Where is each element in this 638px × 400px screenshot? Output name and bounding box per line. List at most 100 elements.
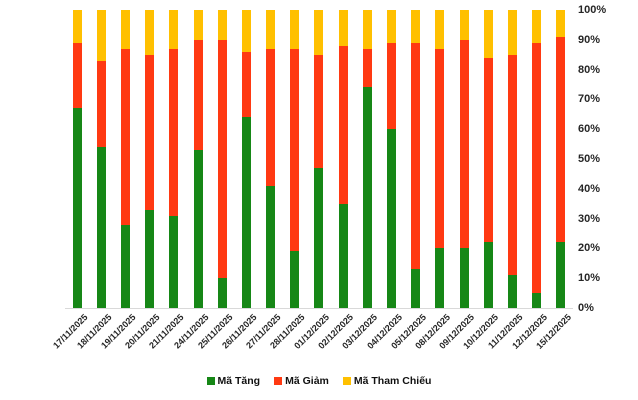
bar-segment [314,10,324,55]
legend: Mã Tăng Mã Giảm Mã Tham Chiếu [0,375,638,387]
bar-slot [549,10,573,308]
y-axis-tick-label: 60% [578,123,601,136]
bar-segment [96,60,106,148]
stacked-bar-12-12-2025 [532,10,542,308]
bar-segment [169,48,179,216]
bar-slot [89,10,113,308]
bar-slot [525,10,549,308]
bar-segment [532,42,542,294]
stacked-bar-15-12-2025 [556,10,566,308]
legend-label: Mã Tham Chiếu [353,375,432,387]
bar-slot [283,10,307,308]
bar-segment [72,42,82,109]
bar-segment [72,108,82,308]
bar-segment [266,10,276,49]
bar-segment [338,203,348,308]
bar-segment [387,129,397,308]
bar-segment [459,248,469,308]
bar-segment [507,54,517,276]
y-axis-tick-label: 20% [578,242,601,255]
bar-slot [307,10,331,308]
bar-slot [452,10,476,308]
bar-segment [290,251,300,308]
stacked-bar-02-12-2025 [338,10,348,308]
legend-swatch-icon [342,377,351,385]
bar-segment [483,242,493,308]
bar-segment [193,150,203,308]
bar-slot [476,10,500,308]
bar-slot [234,10,258,308]
legend-item: Mã Giảm [274,375,329,387]
bar-segment [362,87,372,308]
bar-segment [241,10,251,52]
stacked-bar-17-11-2025 [72,10,82,308]
bar-slot [259,10,283,308]
bar-slot [355,10,379,308]
bar-slot [162,10,186,308]
stacked-bar-08-12-2025 [435,10,445,308]
legend-label: Mã Tăng [217,375,261,387]
stacked-bar-04-12-2025 [387,10,397,308]
bar-segment [338,10,348,46]
bar-segment [169,10,179,49]
bar-segment [217,39,227,279]
legend-item: Mã Tham Chiếu [342,375,432,387]
bar-segment [120,224,130,308]
bars-container [65,10,573,308]
bar-segment [290,10,300,49]
bar-segment [145,54,155,210]
bar-segment [459,10,469,40]
bar-segment [193,10,203,40]
y-axis-tick-label: 50% [578,153,601,165]
y-axis-tick-label: 80% [578,63,601,76]
bar-slot [500,10,524,308]
bar-segment [266,48,276,186]
bar-segment [435,48,445,249]
bar-segment [507,10,517,55]
bar-segment [411,10,421,43]
bar-segment [435,248,445,308]
bar-segment [120,48,130,225]
y-axis-tick-label: 0% [578,302,594,314]
bar-segment [290,48,300,252]
y-axis-tick-label: 30% [578,212,601,225]
y-axis-tick-label: 10% [578,272,601,285]
bar-segment [532,10,542,43]
bar-segment [556,36,566,243]
bar-segment [96,147,106,308]
y-axis-tick-label: 70% [578,93,601,106]
bar-slot [379,10,403,308]
y-axis-tick-label: 100% [578,4,607,16]
stacked-bar-10-12-2025 [483,10,493,308]
bar-segment [120,10,130,49]
bar-segment [483,10,493,58]
stacked-bar-20-11-2025 [145,10,155,308]
legend-item: Mã Tăng [206,375,261,387]
bar-segment [387,10,397,43]
bar-slot [428,10,452,308]
stacked-bar-26-11-2025 [241,10,251,308]
bar-segment [314,167,324,308]
bar-segment [193,39,203,151]
y-axis-tick-label: 40% [578,182,601,195]
bar-segment [483,57,493,243]
bar-slot [331,10,355,308]
stacked-bar-21-11-2025 [169,10,179,308]
legend-label: Mã Giảm [285,375,329,387]
stacked-bar-24-11-2025 [193,10,203,308]
bar-segment [411,42,421,270]
legend-swatch-icon [206,377,215,385]
bar-segment [72,10,82,43]
stacked-bar-05-12-2025 [411,10,421,308]
stacked-bar-27-11-2025 [266,10,276,308]
bar-segment [556,10,566,37]
stacked-bar-28-11-2025 [290,10,300,308]
legend-swatch-icon [274,377,283,385]
bar-slot [186,10,210,308]
y-axis-tick-label: 90% [578,33,601,46]
bar-segment [145,10,155,55]
bar-segment [435,10,445,49]
bar-slot [65,10,89,308]
bar-segment [459,39,469,249]
